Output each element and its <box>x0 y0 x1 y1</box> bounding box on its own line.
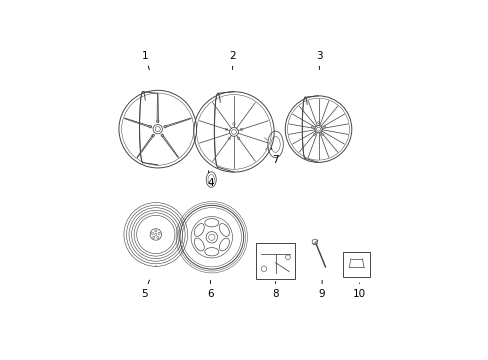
Text: 10: 10 <box>352 283 366 299</box>
Text: 4: 4 <box>207 171 213 188</box>
Text: 7: 7 <box>271 148 278 165</box>
Text: 6: 6 <box>207 280 213 299</box>
Text: 1: 1 <box>141 51 149 70</box>
Text: 8: 8 <box>272 282 278 299</box>
Text: 9: 9 <box>318 280 325 299</box>
Bar <box>343 252 369 278</box>
Bar <box>256 243 294 279</box>
Text: 3: 3 <box>315 51 322 69</box>
Text: 5: 5 <box>141 280 149 299</box>
Text: 2: 2 <box>229 51 235 69</box>
